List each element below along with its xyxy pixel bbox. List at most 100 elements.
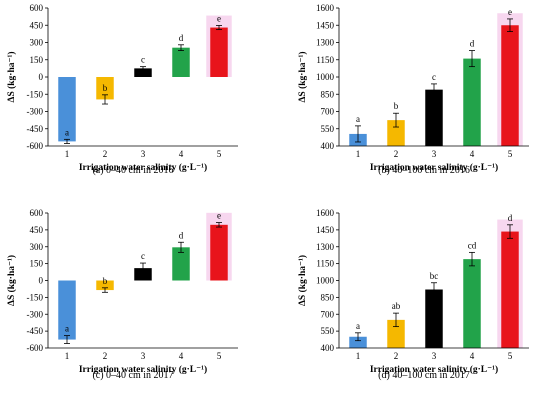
- chart-panel-2: 400 550 700 850 1000 1150 1300 1450 1600 a 1 b 2 c 3 d 4…: [297, 3, 529, 176]
- significance-label: e: [217, 13, 221, 23]
- bar: [387, 319, 405, 348]
- x-axis-title: Irrigation water salinity (g·L⁻¹): [79, 364, 207, 375]
- bar: [501, 25, 519, 146]
- y-tick-label: 1450: [316, 225, 335, 235]
- bar: [96, 280, 114, 291]
- y-tick-label: 600: [30, 3, 44, 13]
- y-tick-label: 1300: [316, 242, 335, 252]
- bar: [463, 259, 481, 348]
- significance-label: d: [470, 39, 475, 49]
- bar: [172, 47, 190, 77]
- x-tick-label: 4: [179, 149, 184, 159]
- bar: [387, 120, 405, 146]
- y-tick-label: 700: [321, 309, 335, 319]
- bar: [210, 224, 228, 281]
- y-tick-label: 1150: [316, 55, 334, 65]
- y-tick-label: 1600: [316, 208, 335, 218]
- significance-label: a: [65, 324, 69, 334]
- x-tick-label: 2: [394, 149, 399, 159]
- significance-label: d: [179, 230, 184, 240]
- significance-label: d: [508, 213, 513, 223]
- significance-label: b: [394, 101, 399, 111]
- significance-label: c: [141, 55, 145, 65]
- y-tick-label: 0: [39, 72, 44, 82]
- significance-label: c: [141, 251, 145, 261]
- y-tick-label: -300: [27, 309, 44, 319]
- x-tick-label: 1: [65, 351, 70, 361]
- y-axis-title: ΔS (kg·ha⁻¹): [6, 255, 17, 306]
- y-tick-label: 150: [30, 55, 44, 65]
- bar: [172, 247, 190, 281]
- bar: [425, 289, 443, 348]
- y-axis-title: ΔS (kg·ha⁻¹): [297, 255, 308, 306]
- x-tick-label: 5: [217, 351, 222, 361]
- x-tick-label: 4: [470, 351, 475, 361]
- bar: [58, 280, 76, 340]
- x-axis-title: Irrigation water salinity (g·L⁻¹): [79, 162, 207, 173]
- significance-label: b: [103, 276, 108, 286]
- significance-label: bc: [430, 271, 439, 281]
- y-tick-label: 0: [39, 276, 44, 286]
- panel-caption: (c) 0–40 cm in 2017: [92, 370, 173, 381]
- significance-label: c: [432, 72, 436, 82]
- y-tick-label: 700: [321, 107, 335, 117]
- x-tick-label: 3: [141, 149, 146, 159]
- y-axis-title: ΔS (kg·ha⁻¹): [6, 51, 17, 102]
- x-tick-label: 4: [470, 149, 475, 159]
- significance-label: cd: [468, 240, 477, 250]
- y-tick-label: -450: [27, 124, 44, 134]
- y-tick-label: 400: [321, 141, 335, 151]
- x-tick-label: 2: [103, 351, 108, 361]
- y-tick-label: -300: [27, 107, 44, 117]
- y-tick-label: -600: [27, 141, 44, 151]
- chart-panel-1: -600 -450 -300 -150 0 150 300 450 600 a 1 b 2 c 3 d 4 e 5I…: [6, 3, 238, 176]
- bar: [425, 89, 443, 146]
- significance-label: e: [217, 211, 221, 221]
- y-tick-label: 1150: [316, 259, 334, 269]
- x-axis-title: Irrigation water salinity (g·L⁻¹): [370, 364, 498, 375]
- y-axis-title: ΔS (kg·ha⁻¹): [297, 51, 308, 102]
- bar: [58, 77, 76, 142]
- significance-label: a: [356, 114, 360, 124]
- y-tick-label: 450: [30, 225, 44, 235]
- x-tick-label: 5: [217, 149, 222, 159]
- bar: [134, 68, 152, 77]
- significance-label: d: [179, 33, 184, 43]
- y-tick-label: 1600: [316, 3, 335, 13]
- y-tick-label: -150: [27, 292, 44, 302]
- y-tick-label: 400: [321, 343, 335, 353]
- y-tick-label: 300: [30, 38, 44, 48]
- y-tick-label: -150: [27, 89, 44, 99]
- significance-label: a: [65, 127, 69, 137]
- y-tick-label: 600: [30, 208, 44, 218]
- y-tick-label: 150: [30, 259, 44, 269]
- x-tick-label: 3: [432, 351, 437, 361]
- x-axis-title: Irrigation water salinity (g·L⁻¹): [370, 162, 498, 173]
- panel-caption: (a) 0–40 cm in 2016: [92, 165, 173, 176]
- x-tick-label: 1: [356, 351, 361, 361]
- x-tick-label: 3: [141, 351, 146, 361]
- significance-label: b: [103, 83, 108, 93]
- y-tick-label: 550: [321, 124, 335, 134]
- bar: [349, 336, 367, 348]
- significance-label: a: [356, 321, 360, 331]
- bar: [501, 231, 519, 348]
- bar: [134, 268, 152, 281]
- x-tick-label: 2: [103, 149, 108, 159]
- y-tick-label: 1450: [316, 20, 335, 30]
- x-tick-label: 5: [508, 351, 513, 361]
- y-tick-label: 450: [30, 20, 44, 30]
- bar: [210, 27, 228, 77]
- y-tick-label: -600: [27, 343, 44, 353]
- bar: [96, 77, 114, 100]
- significance-label: e: [508, 7, 512, 17]
- x-tick-label: 1: [65, 149, 70, 159]
- significance-label: ab: [392, 301, 401, 311]
- y-tick-label: 1000: [316, 276, 335, 286]
- y-tick-label: 550: [321, 326, 335, 336]
- x-tick-label: 3: [432, 149, 437, 159]
- chart-panel-4: 400 550 700 850 1000 1150 1300 1450 1600 a 1 ab 2 bc 3…: [297, 208, 529, 381]
- panel-caption: (b) 40–100 cm in 2016: [378, 165, 470, 176]
- chart-panel-3: -600 -450 -300 -150 0 150 300 450 600 a 1 b 2 c 3 d 4 e 5I…: [6, 208, 238, 381]
